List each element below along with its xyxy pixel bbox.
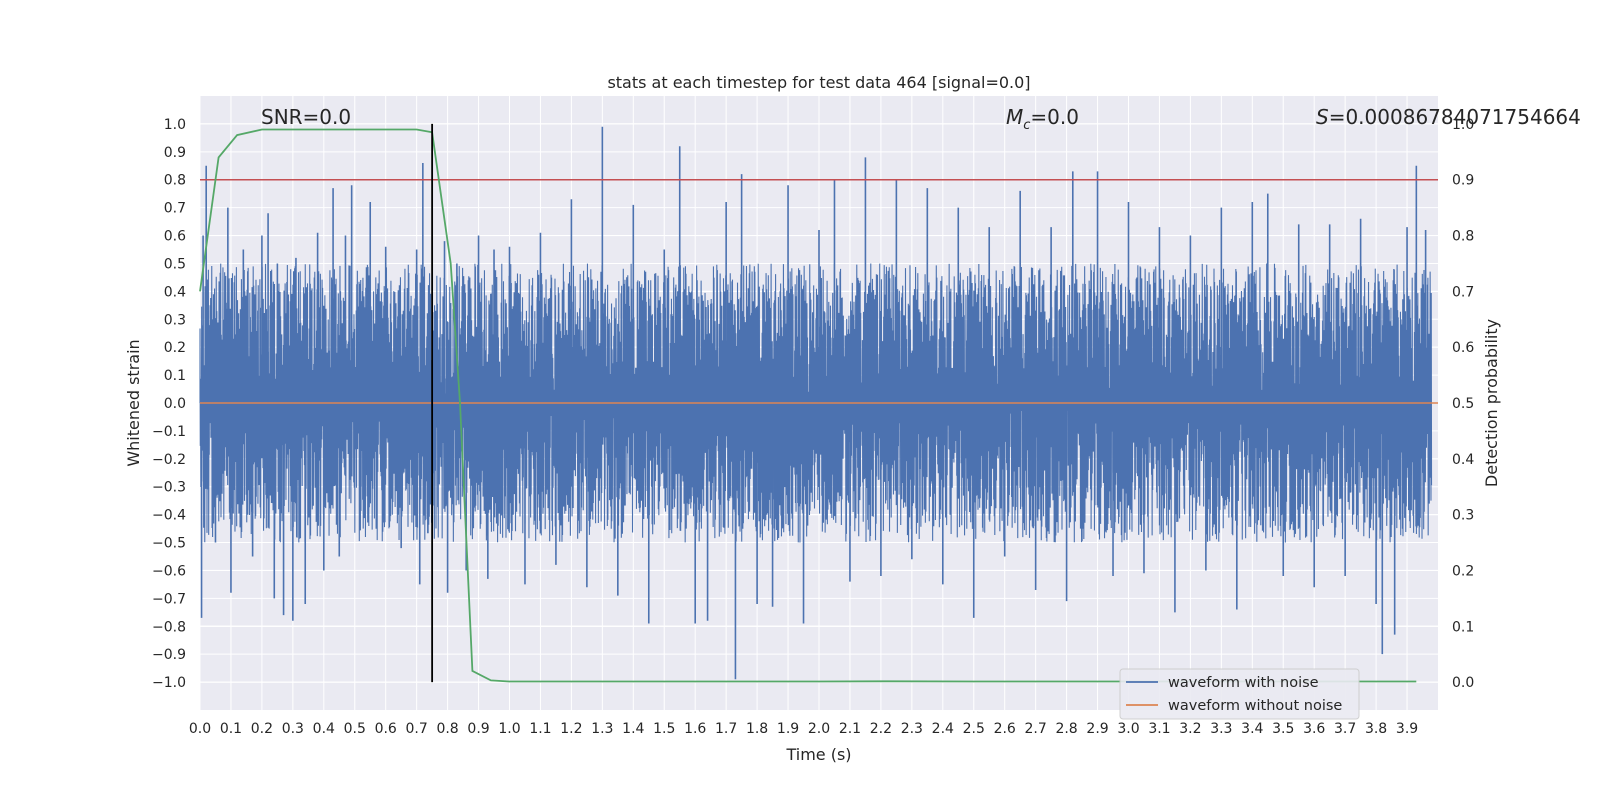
y2-tick-label: 1.0 [1452, 117, 1474, 133]
y-tick-label: −0.9 [152, 647, 186, 663]
x-tick-label: 2.2 [870, 721, 892, 737]
x-tick-label: 3.1 [1148, 721, 1170, 737]
y2-tick-label: 0.6 [1452, 340, 1474, 356]
x-tick-label: 1.6 [684, 721, 706, 737]
x-tick-label: 0.9 [467, 721, 489, 737]
snr-annotation: SNR=0.0 [261, 105, 351, 129]
y-tick-label: 0.3 [164, 312, 186, 328]
y2-tick-label: 0.4 [1452, 452, 1474, 468]
s-value: =0.00086784071754664 [1329, 105, 1581, 129]
x-tick-label: 3.9 [1396, 721, 1418, 737]
mc-subscript: c [1023, 118, 1030, 133]
x-tick-label: 2.5 [963, 721, 985, 737]
y-tick-label: −0.7 [152, 591, 186, 607]
detection-probability-line [199, 128, 1417, 683]
x-tick-label: 0.5 [344, 721, 366, 737]
y-tick-label: −1.0 [152, 675, 186, 691]
x-tick-label: 3.6 [1303, 721, 1325, 737]
x-tick-label: 2.7 [1025, 721, 1047, 737]
x-tick-label: 3.7 [1334, 721, 1356, 737]
y-tick-label: −0.1 [152, 424, 186, 440]
x-tick-label: 0.7 [406, 721, 428, 737]
y-tick-label: 0.9 [164, 145, 186, 161]
y-tick-label: 0.0 [164, 396, 186, 412]
x-tick-label: 1.5 [653, 721, 675, 737]
y-tick-label: 0.1 [164, 368, 186, 384]
chart-title: stats at each timestep for test data 464… [607, 73, 1030, 92]
x-tick-label: 2.8 [1055, 721, 1077, 737]
legend-label-without-noise: waveform without noise [1168, 698, 1342, 714]
y-tick-label: 0.4 [164, 284, 186, 300]
x-tick-label: 0.1 [220, 721, 242, 737]
legend-label-with-noise: waveform with noise [1168, 675, 1319, 691]
x-tick-label: 2.9 [1086, 721, 1108, 737]
y2-tick-label: 0.5 [1452, 396, 1474, 412]
noise-waveform-line [199, 263, 1433, 543]
x-tick-label: 0.3 [282, 721, 304, 737]
y2-tick-label: 0.9 [1452, 173, 1474, 189]
x-tick-label: 3.8 [1365, 721, 1387, 737]
x-tick-label: 2.1 [839, 721, 861, 737]
y-tick-label: 0.8 [164, 173, 186, 189]
x-tick-label: 1.0 [498, 721, 520, 737]
s-symbol: S [1316, 105, 1329, 129]
y2-tick-label: 0.2 [1452, 563, 1474, 579]
x-tick-label: 2.0 [808, 721, 830, 737]
legend-box [1119, 668, 1360, 720]
mc-symbol: M [1006, 105, 1023, 129]
x-tick-label: 2.3 [901, 721, 923, 737]
y2-tick-label: 0.7 [1452, 284, 1474, 300]
y-tick-label: 0.7 [164, 201, 186, 217]
x-tick-label: 1.7 [715, 721, 737, 737]
axes: 0.0 0.1 0.2 0.3 0.4 0.5 0.6 0.7 0.8 0.9 1.0 1.1 1.2 1… [152, 117, 1474, 737]
x-tick-label: 0.0 [189, 721, 211, 737]
x-tick-label: 0.6 [375, 721, 397, 737]
y2-tick-label: 0.8 [1452, 229, 1474, 245]
x-tick-label: 1.3 [591, 721, 613, 737]
x-tick-label: 3.2 [1179, 721, 1201, 737]
mc-value: =0.0 [1030, 105, 1079, 129]
y2-axis-label: Detection probability [1482, 319, 1501, 487]
y2-tick-label: 0.0 [1452, 675, 1474, 691]
y-axis-label: Whitened strain [124, 339, 143, 466]
x-tick-label: 1.1 [529, 721, 551, 737]
y-tick-label: −0.8 [152, 619, 186, 635]
x-axis-label: Time (s) [785, 745, 851, 764]
x-tick-label: 0.2 [251, 721, 273, 737]
y-tick-label: 0.2 [164, 340, 186, 356]
x-tick-label: 1.4 [622, 721, 644, 737]
mc-annotation: Mc=0.0 [1006, 105, 1079, 133]
y-tick-label: −0.6 [152, 563, 186, 579]
x-tick-label: 2.4 [932, 721, 954, 737]
y-tick-label: 1.0 [164, 117, 186, 133]
x-tick-label: 1.8 [746, 721, 768, 737]
x-tick-label: 3.5 [1272, 721, 1294, 737]
x-tick-label: 1.2 [560, 721, 582, 737]
overlay-lines [199, 123, 1438, 683]
y-tick-label: 0.6 [164, 229, 186, 245]
x-tick-label: 3.3 [1210, 721, 1232, 737]
y-tick-label: 0.5 [164, 256, 186, 272]
y-tick-label: −0.2 [152, 452, 186, 468]
series-waveform-with-noise [199, 126, 1433, 680]
y2-tick-label: 0.3 [1452, 508, 1474, 524]
x-tick-label: 0.8 [436, 721, 458, 737]
x-tick-label: 1.9 [777, 721, 799, 737]
y-tick-label: −0.4 [152, 508, 186, 524]
legend: waveform with noise waveform without noi… [1119, 668, 1360, 720]
s-annotation: S=0.00086784071754664 [1316, 105, 1581, 129]
y-tick-label: −0.3 [152, 480, 186, 496]
x-tick-label: 0.4 [313, 721, 335, 737]
x-tick-label: 3.4 [1241, 721, 1263, 737]
y-tick-label: −0.5 [152, 536, 186, 552]
y2-tick-label: 0.1 [1452, 619, 1474, 635]
x-tick-label: 3.0 [1117, 721, 1139, 737]
x-tick-label: 2.6 [994, 721, 1016, 737]
